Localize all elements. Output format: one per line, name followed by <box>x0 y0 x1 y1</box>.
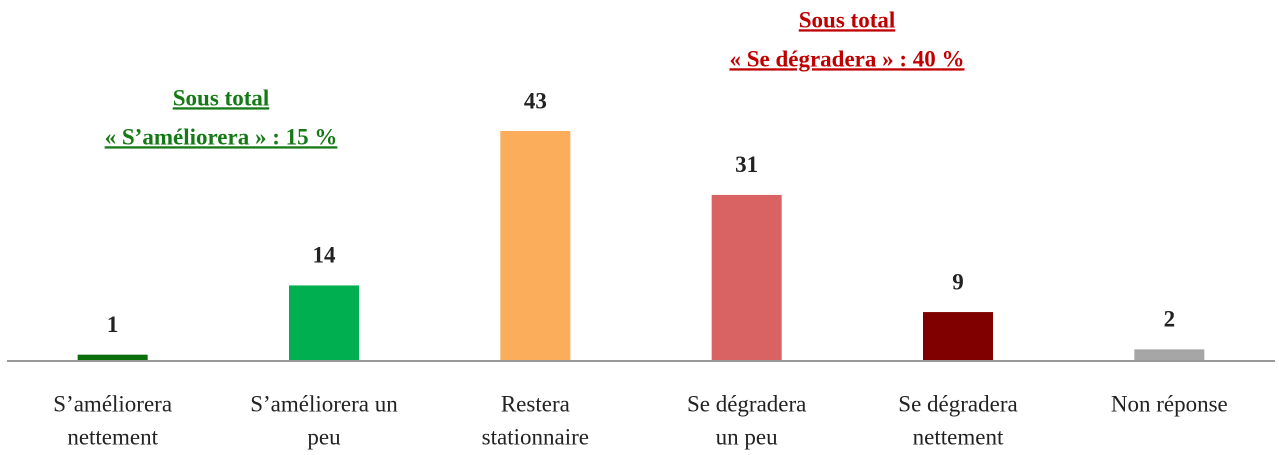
annotation: « Se dégradera » : 40 % <box>729 46 964 71</box>
x-tick-label: peu <box>307 424 341 449</box>
x-tick-label: S’améliorera <box>53 391 172 416</box>
value-label: 1 <box>107 312 119 337</box>
x-tick-label: un peu <box>716 424 778 449</box>
bar <box>289 285 359 360</box>
x-tick-label: S’améliorera un <box>250 391 398 416</box>
bar <box>77 354 148 360</box>
annotation: « S’améliorera » : 15 % <box>105 124 338 149</box>
value-label: 14 <box>313 243 337 268</box>
x-tick-label: nettement <box>67 424 158 449</box>
x-tick-label: Se dégradera <box>898 391 1017 416</box>
annotation: Sous total <box>173 85 270 110</box>
x-tick-label: Se dégradera <box>687 391 806 416</box>
x-tick-label: Restera <box>501 391 570 416</box>
value-label: 43 <box>524 88 547 113</box>
value-label: 9 <box>952 269 964 294</box>
x-tick-label: nettement <box>913 424 1004 449</box>
annotation: Sous total <box>799 7 896 32</box>
bar <box>500 131 571 360</box>
x-tick-label: stationnaire <box>482 424 589 449</box>
x-tick-label: Non réponse <box>1111 391 1228 416</box>
value-label: 31 <box>735 152 758 177</box>
bar <box>923 312 993 360</box>
value-label: 2 <box>1164 307 1176 332</box>
bar <box>1134 349 1205 360</box>
bar <box>711 194 782 360</box>
